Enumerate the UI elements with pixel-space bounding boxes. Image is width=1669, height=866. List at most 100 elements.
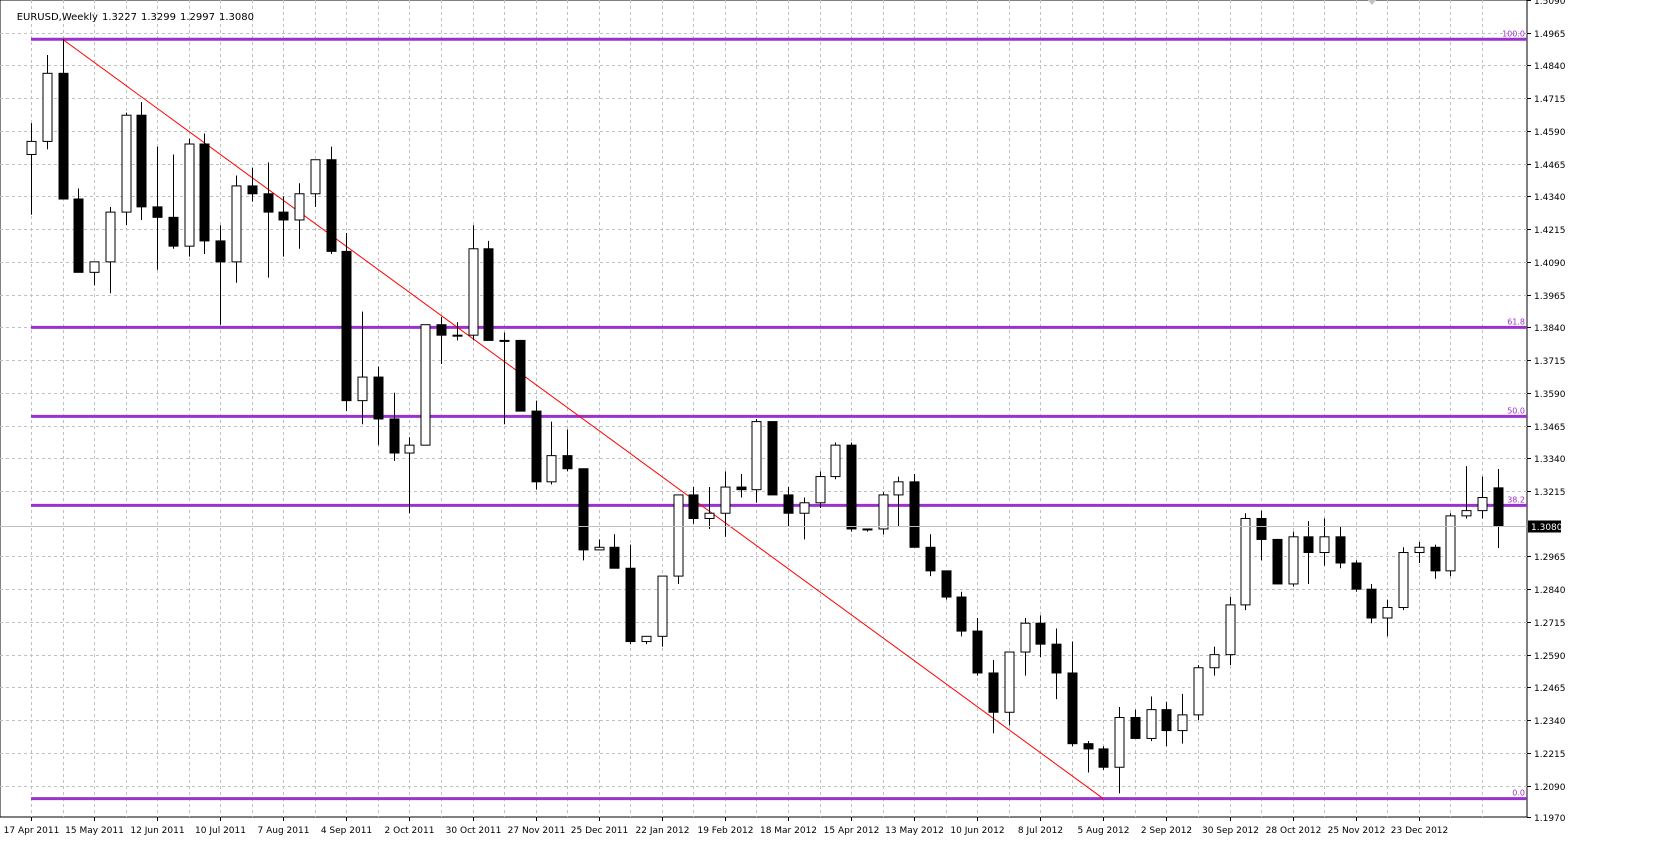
candle-body-bullish xyxy=(799,502,810,514)
candle xyxy=(578,468,589,561)
x-tick-label: 19 Feb 2012 xyxy=(697,826,753,836)
candle xyxy=(1256,510,1267,561)
candle xyxy=(1335,526,1346,569)
candle-body-bearish xyxy=(1098,748,1109,768)
candle-body-bearish xyxy=(247,185,258,195)
candle-body-bearish xyxy=(1493,487,1504,527)
candle xyxy=(815,471,826,509)
candle xyxy=(515,339,526,412)
x-tick-label: 18 Mar 2012 xyxy=(760,826,817,836)
candle xyxy=(1098,746,1109,770)
candle xyxy=(562,429,573,472)
candle xyxy=(909,473,920,548)
candle xyxy=(42,54,53,150)
candle-body-bearish xyxy=(1083,743,1094,750)
candle-body-bullish xyxy=(1382,607,1393,619)
candles xyxy=(26,39,1504,794)
candle-body-bearish xyxy=(925,546,936,572)
candle xyxy=(1051,628,1062,700)
candle-body-bullish xyxy=(1461,510,1472,517)
candle xyxy=(1035,615,1046,658)
candle-body-bullish xyxy=(1477,497,1488,512)
candle-body-bullish xyxy=(1177,714,1188,732)
x-tick-label: 27 Nov 2011 xyxy=(508,826,566,836)
candle-body-bearish xyxy=(373,376,384,420)
y-tick-label: 1.2090 xyxy=(1534,783,1566,793)
fib-level-label: 50.0 xyxy=(1507,406,1525,415)
y-tick-label: 1.2590 xyxy=(1534,652,1566,662)
x-tick-label: 30 Oct 2011 xyxy=(446,826,502,836)
candle xyxy=(373,366,384,446)
x-tick-label: 15 Apr 2012 xyxy=(824,826,880,836)
candle xyxy=(1004,651,1015,726)
candle xyxy=(751,418,762,503)
trend-line-segment[interactable] xyxy=(62,38,1104,800)
candle-body-bearish xyxy=(58,72,69,200)
candle xyxy=(783,487,794,527)
candle xyxy=(152,146,163,270)
candle xyxy=(673,494,684,584)
candle xyxy=(1366,583,1377,624)
y-tick-label: 1.3340 xyxy=(1534,455,1566,465)
y-tick-label: 1.4840 xyxy=(1534,62,1566,72)
candle xyxy=(341,233,352,412)
candle-body-bullish xyxy=(468,248,479,336)
candle xyxy=(73,188,84,273)
candle-body-bearish xyxy=(263,193,274,213)
candle-body-bullish xyxy=(1319,536,1330,554)
candle-body-bullish xyxy=(893,481,904,496)
candle xyxy=(483,240,494,341)
candle-body-bearish xyxy=(531,410,542,483)
candle xyxy=(862,528,873,532)
candle-body-bullish xyxy=(105,211,116,263)
trend-line[interactable] xyxy=(62,38,1104,800)
candle xyxy=(609,534,620,569)
candle xyxy=(546,421,557,485)
candle xyxy=(89,261,100,286)
candle-body-bullish xyxy=(1445,515,1456,572)
fibonacci-retracement[interactable]: 100.0 61.8 50.0 38.2 0.0 xyxy=(31,29,1527,801)
candle-body-bearish xyxy=(1161,709,1172,732)
candle-body-bullish xyxy=(357,376,368,402)
x-tick-label: 5 Aug 2012 xyxy=(1078,826,1130,836)
candle xyxy=(1382,599,1393,637)
candle-body-bearish xyxy=(199,143,210,242)
plot-frame xyxy=(0,0,1528,818)
candle xyxy=(736,473,747,498)
candle xyxy=(1225,597,1236,666)
candle xyxy=(1414,542,1425,563)
candle xyxy=(925,534,936,577)
x-tick-label: 15 May 2011 xyxy=(65,826,124,836)
y-tick-label: 1.3215 xyxy=(1534,488,1566,498)
candle-body-bearish xyxy=(1051,643,1062,674)
y-tick-label: 1.3465 xyxy=(1534,423,1566,433)
x-tick-label: 12 Jun 2011 xyxy=(130,826,184,836)
candle xyxy=(389,392,400,461)
y-tick-label: 1.4215 xyxy=(1534,226,1566,236)
symbol-name: EURUSD,Weekly xyxy=(16,12,98,23)
candle-body-bearish xyxy=(215,240,226,263)
x-tick-label: 2 Oct 2011 xyxy=(385,826,435,836)
candle-body-bearish xyxy=(972,630,983,674)
candle-body-bullish xyxy=(452,334,463,337)
candle-body-bullish xyxy=(546,455,557,483)
candle xyxy=(105,206,116,294)
x-tick-label: 22 Jan 2012 xyxy=(636,826,690,836)
low-value: 1.2997 xyxy=(179,12,215,23)
candle-body-bearish xyxy=(1272,538,1283,585)
candle xyxy=(263,162,274,278)
chart-shift-marker-icon xyxy=(1368,0,1376,5)
candle-body-bearish xyxy=(136,114,147,208)
candle-body-bullish xyxy=(1398,552,1409,609)
candle xyxy=(121,112,132,226)
x-tick-label: 30 Sep 2012 xyxy=(1202,826,1259,836)
candle-body-bearish xyxy=(152,206,163,218)
x-tick-label: 10 Jun 2012 xyxy=(950,826,1004,836)
candle xyxy=(1130,709,1141,739)
candle xyxy=(1193,665,1204,721)
candle xyxy=(799,497,810,540)
candle-body-bullish xyxy=(1193,667,1204,716)
candle xyxy=(294,183,305,249)
